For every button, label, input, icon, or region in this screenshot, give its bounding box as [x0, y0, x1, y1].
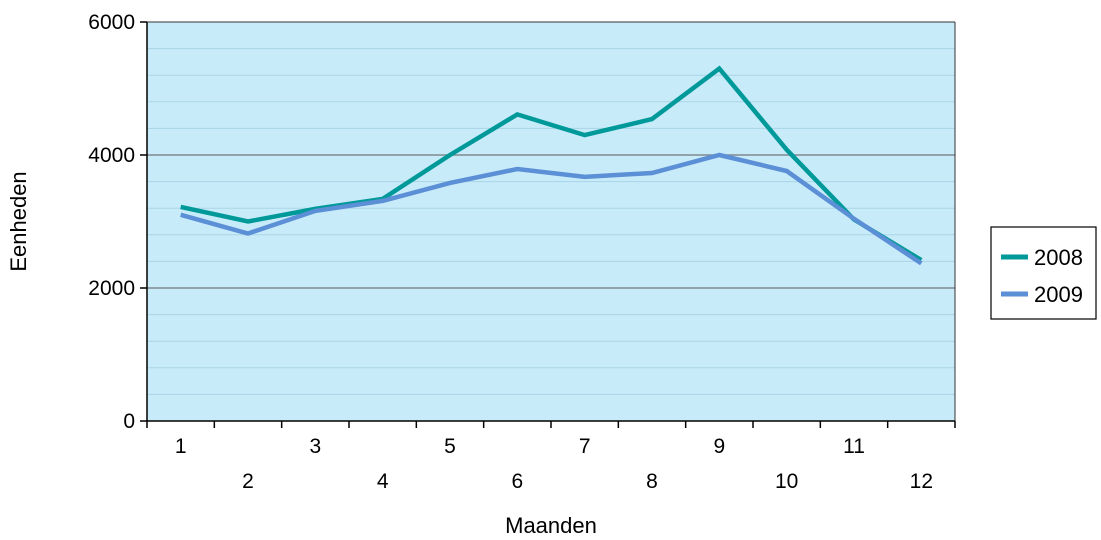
legend-label-2009: 2009: [1034, 282, 1083, 307]
y-axis-tick-labels: 0 2000 4000 6000: [88, 11, 147, 433]
x-tick-label: 11: [843, 435, 865, 458]
plot-area: [147, 22, 955, 421]
x-tick-label: 8: [646, 470, 658, 493]
legend-box: [990, 226, 1097, 320]
major-gridlines: [147, 154, 955, 289]
x-tick-label: 5: [444, 435, 456, 458]
y-tick-label: 0: [123, 410, 135, 433]
y-tick-label: 6000: [88, 11, 135, 34]
x-tick-label: 4: [377, 470, 389, 493]
x-tick-label: 6: [511, 470, 523, 493]
minor-gridlines: [147, 48, 955, 395]
series-lines: [180, 65, 923, 266]
series-line-2008: [180, 65, 923, 263]
y-tick-label: 2000: [88, 277, 135, 300]
y-tick-label: 4000: [88, 144, 135, 167]
x-tick-label: 9: [713, 435, 725, 458]
x-tick-label: 1: [175, 435, 187, 458]
x-tick-label: 2: [242, 470, 254, 493]
x-tick-label: 7: [579, 435, 591, 458]
x-tick-label: 3: [309, 435, 321, 458]
x-axis-title: Maanden: [505, 513, 597, 538]
x-tick-label: 10: [775, 470, 798, 493]
x-tick-label: 12: [910, 470, 933, 493]
legend: 2008 2009: [990, 226, 1097, 320]
legend-label-2008: 2008: [1034, 245, 1083, 270]
y-axis-title: Eenheden: [6, 171, 31, 271]
series-line-2009: [180, 152, 923, 266]
